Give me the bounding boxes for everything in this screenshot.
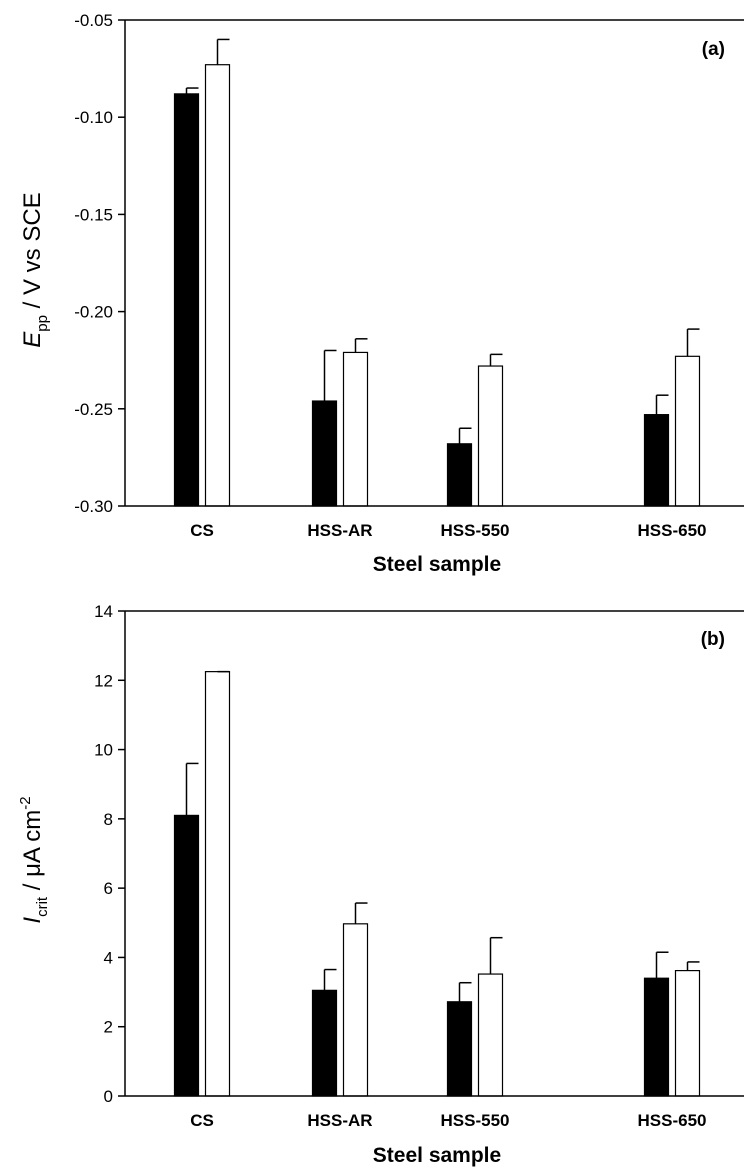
bar-b-series2 (477, 973, 504, 1097)
y-ticks-b: 0 2 4 6 8 10 12 14 (94, 602, 125, 1106)
y-axis-title-a-symbol: E (19, 331, 46, 348)
category-label-b: HSS-AR (307, 1111, 372, 1130)
bar-a-series2 (342, 351, 369, 507)
bar-a-series1 (311, 400, 338, 507)
bars-b (173, 671, 701, 1097)
category-label-a: CS (190, 521, 214, 540)
category-label-a: HSS-650 (638, 521, 707, 540)
bar-a-series2 (477, 365, 504, 507)
bar-a-series1 (643, 414, 670, 507)
y-axis-title-b-symbol: I (19, 917, 46, 924)
y-tick-label-b: 10 (94, 741, 113, 760)
y-axis-title-a: Epp / V vs SCE (19, 192, 51, 347)
y-axis-title-b: Icrit / μA cm-2 (17, 796, 51, 923)
y-tick-label-a: -0.05 (74, 11, 113, 30)
error-bars-b (185, 670, 700, 1002)
y-tick-label-a: -0.15 (74, 205, 113, 224)
y-tick-label-b: 4 (104, 948, 113, 967)
bar-a-series2 (674, 355, 701, 507)
y-tick-label-a: -0.30 (74, 497, 113, 516)
y-tick-label-b: 8 (104, 810, 113, 829)
error-bars-a (185, 38, 700, 444)
y-tick-label-b: 6 (104, 879, 113, 898)
bar-b-series2 (342, 923, 369, 1097)
bars-a (173, 64, 701, 507)
bar-a-series1 (446, 443, 473, 507)
category-label-a: HSS-550 (441, 521, 510, 540)
panel-label-b: (b) (701, 629, 725, 650)
bar-b-series1 (446, 1001, 473, 1097)
y-tick-label-b: 14 (94, 602, 113, 621)
bar-b-series1 (311, 989, 338, 1097)
y-tick-label-b: 2 (104, 1018, 113, 1037)
bar-b-series1 (173, 814, 200, 1097)
category-label-b: HSS-650 (638, 1111, 707, 1130)
y-axis-title-a-rest: / V vs SCE (19, 192, 46, 315)
panel-label-a: (a) (702, 39, 725, 60)
x-axis-title-a: Steel sample (373, 553, 501, 576)
y-axis-title-a-subscript: pp (34, 315, 51, 332)
bar-b-series1 (643, 977, 670, 1097)
y-tick-label-b: 0 (104, 1087, 113, 1106)
y-axis-title-b-subscript: crit (34, 896, 51, 917)
y-tick-label-a: -0.20 (74, 303, 113, 322)
bar-b-series2 (674, 969, 701, 1097)
category-label-b: CS (190, 1111, 214, 1130)
category-label-b: HSS-550 (441, 1111, 510, 1130)
category-labels-a: CS HSS-AR HSS-550 HSS-650 (190, 521, 706, 540)
y-axis-title-b-rest: / μA cm (19, 810, 46, 897)
y-axis-title-b-superscript: -2 (17, 796, 34, 809)
y-tick-label-a: -0.25 (74, 400, 113, 419)
bar-a-series2 (204, 64, 231, 507)
bar-a-series1 (173, 93, 200, 507)
y-tick-label-b: 12 (94, 671, 113, 690)
chart-panel-a: -0.05 -0.10 -0.15 -0.20 -0.25 -0.30 CS HSS-AR H… (19, 11, 744, 576)
y-tick-label-a: -0.10 (74, 108, 113, 127)
x-axis-title-b: Steel sample (373, 1144, 501, 1167)
category-label-a: HSS-AR (307, 521, 372, 540)
y-ticks-a: -0.05 -0.10 -0.15 -0.20 -0.25 -0.30 (74, 11, 125, 516)
bar-b-series2 (204, 671, 231, 1097)
chart-panel-b: 0 2 4 6 8 10 12 14 CS HSS-AR HSS-550 HSS-650 (b) S… (17, 602, 744, 1167)
category-labels-b: CS HSS-AR HSS-550 HSS-650 (190, 1111, 706, 1130)
